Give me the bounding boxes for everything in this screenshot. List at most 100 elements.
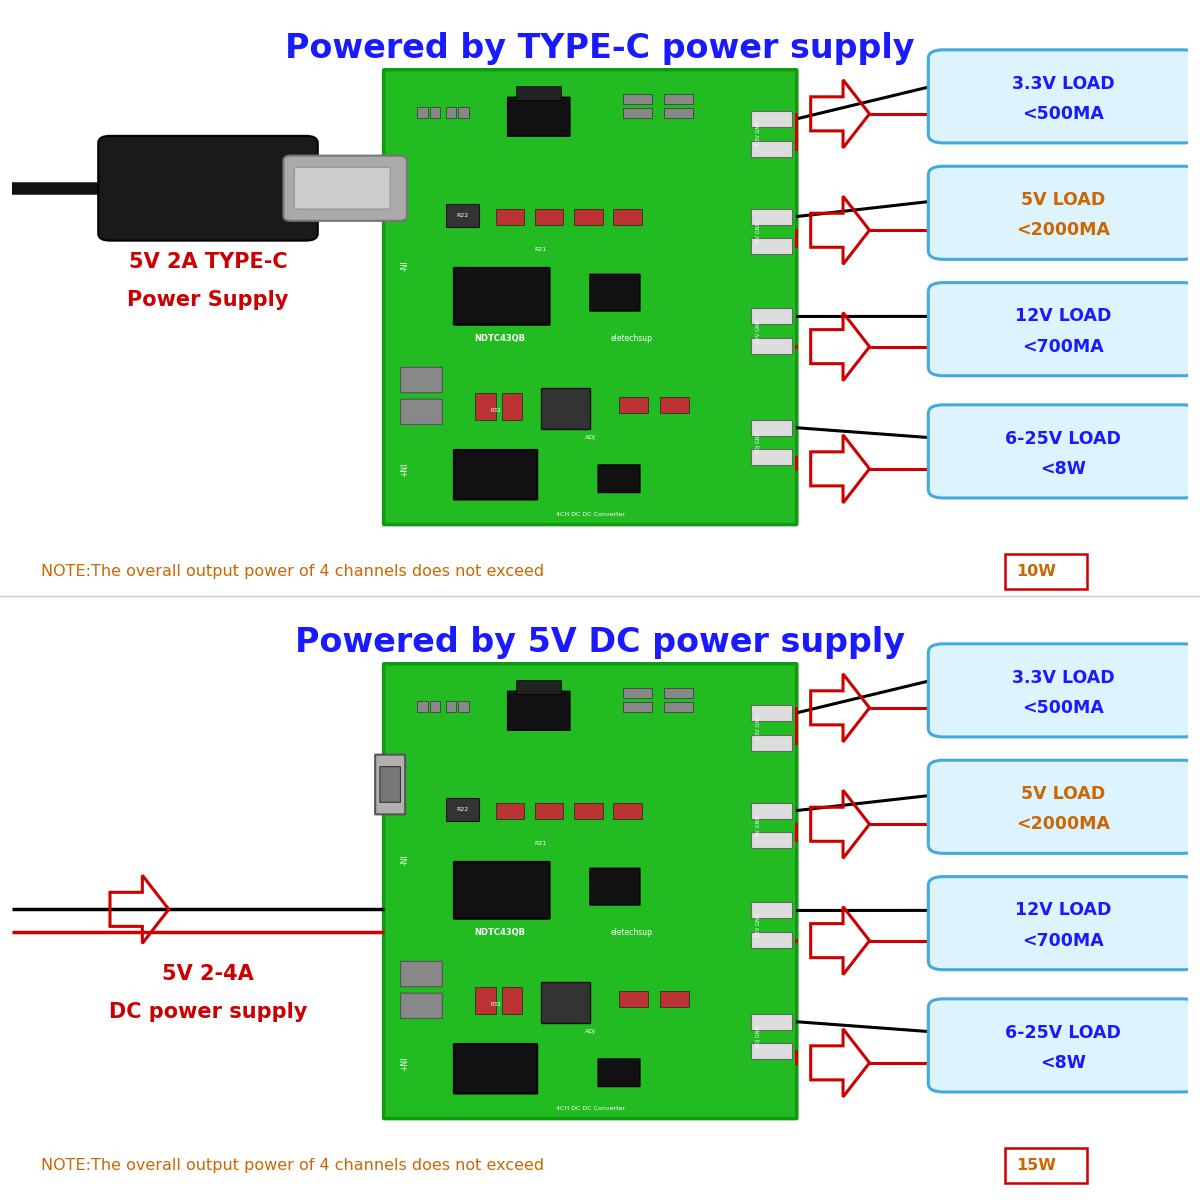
Text: R21: R21: [535, 247, 547, 252]
FancyBboxPatch shape: [384, 664, 797, 1118]
Text: NOTE:The overall output power of 4 channels does not exceed: NOTE:The overall output power of 4 chann…: [41, 1158, 550, 1174]
Bar: [619, 991, 648, 1007]
FancyBboxPatch shape: [384, 70, 797, 524]
FancyBboxPatch shape: [751, 449, 792, 466]
Text: <500MA: <500MA: [1022, 698, 1104, 716]
Bar: [660, 991, 689, 1007]
Bar: [458, 107, 469, 118]
FancyBboxPatch shape: [376, 755, 406, 815]
Bar: [541, 982, 590, 1022]
Text: R22: R22: [456, 806, 469, 812]
Text: +NI: +NI: [401, 1056, 409, 1070]
FancyBboxPatch shape: [751, 238, 792, 254]
Text: NDTC43QB: NDTC43QB: [474, 334, 526, 342]
Bar: [665, 689, 694, 698]
FancyBboxPatch shape: [1004, 554, 1086, 589]
FancyBboxPatch shape: [751, 209, 792, 224]
FancyBboxPatch shape: [929, 761, 1198, 853]
Text: 4CH DC DC Converter: 4CH DC DC Converter: [556, 511, 625, 517]
Bar: [430, 107, 440, 118]
Bar: [535, 209, 564, 224]
Text: 12V LOAD: 12V LOAD: [1015, 307, 1111, 325]
FancyBboxPatch shape: [751, 110, 792, 127]
Text: R32: R32: [490, 1002, 500, 1007]
Bar: [665, 95, 694, 104]
FancyBboxPatch shape: [751, 420, 792, 436]
Text: 12V LOAD: 12V LOAD: [1015, 901, 1111, 919]
Bar: [516, 680, 562, 694]
Text: <8W: <8W: [1040, 1054, 1086, 1072]
Text: <500MA: <500MA: [1022, 104, 1104, 122]
FancyBboxPatch shape: [929, 404, 1198, 498]
FancyBboxPatch shape: [98, 136, 318, 241]
FancyBboxPatch shape: [751, 1014, 792, 1030]
Text: +NI: +NI: [401, 462, 409, 476]
FancyBboxPatch shape: [598, 464, 640, 492]
Bar: [502, 392, 522, 420]
Text: ADJ GND: ADJ GND: [756, 431, 762, 454]
Text: 4CH DC DC Converter: 4CH DC DC Converter: [556, 1105, 625, 1111]
Bar: [574, 803, 602, 818]
Text: 3.3V LOAD: 3.3V LOAD: [1012, 668, 1115, 686]
Text: 3.3V LOAD: 3.3V LOAD: [1012, 74, 1115, 92]
Bar: [619, 397, 648, 413]
Text: 3.3V GND: 3.3V GND: [756, 715, 762, 740]
FancyBboxPatch shape: [454, 862, 550, 919]
Bar: [623, 95, 652, 104]
FancyBboxPatch shape: [380, 767, 401, 803]
Text: 10W: 10W: [1016, 564, 1056, 580]
Text: R21: R21: [535, 841, 547, 846]
Bar: [541, 388, 590, 428]
Text: <700MA: <700MA: [1022, 337, 1104, 355]
Text: ADJ: ADJ: [584, 1030, 595, 1034]
FancyBboxPatch shape: [283, 156, 407, 221]
Text: <2000MA: <2000MA: [1016, 221, 1110, 239]
FancyBboxPatch shape: [590, 869, 640, 905]
FancyBboxPatch shape: [751, 832, 792, 848]
Bar: [613, 209, 642, 224]
FancyBboxPatch shape: [1004, 1148, 1086, 1183]
FancyBboxPatch shape: [751, 140, 792, 156]
FancyBboxPatch shape: [446, 204, 479, 227]
Bar: [496, 803, 524, 818]
Text: <2000MA: <2000MA: [1016, 815, 1110, 833]
Text: Powered by TYPE-C power supply: Powered by TYPE-C power supply: [286, 32, 914, 65]
Text: 5V LOAD: 5V LOAD: [1021, 191, 1105, 209]
FancyBboxPatch shape: [590, 275, 640, 311]
Bar: [574, 209, 602, 224]
Text: -NI: -NI: [401, 854, 409, 865]
Text: eletechsup: eletechsup: [611, 928, 653, 936]
Bar: [446, 701, 456, 712]
Text: 3.3V GND: 3.3V GND: [756, 121, 762, 146]
Bar: [665, 702, 694, 712]
FancyBboxPatch shape: [751, 338, 792, 354]
Text: 12V GND: 12V GND: [756, 319, 762, 343]
FancyBboxPatch shape: [929, 877, 1198, 970]
Bar: [496, 209, 524, 224]
Text: 12V GND: 12V GND: [756, 913, 762, 937]
FancyBboxPatch shape: [751, 734, 792, 750]
Bar: [623, 689, 652, 698]
FancyBboxPatch shape: [508, 691, 570, 730]
FancyBboxPatch shape: [401, 367, 443, 392]
Text: 5V GND: 5V GND: [756, 221, 762, 241]
FancyBboxPatch shape: [929, 998, 1198, 1092]
Bar: [516, 86, 562, 100]
Text: <700MA: <700MA: [1022, 931, 1104, 949]
FancyBboxPatch shape: [376, 161, 406, 221]
Text: -NI: -NI: [401, 260, 409, 271]
Text: 5V 2A TYPE-C: 5V 2A TYPE-C: [128, 252, 287, 272]
FancyBboxPatch shape: [454, 268, 550, 325]
FancyBboxPatch shape: [751, 932, 792, 948]
Text: ADJ: ADJ: [584, 436, 595, 440]
Bar: [502, 986, 522, 1014]
FancyBboxPatch shape: [401, 994, 443, 1019]
Text: 6-25V LOAD: 6-25V LOAD: [1006, 1024, 1121, 1042]
FancyBboxPatch shape: [401, 961, 443, 986]
Text: Powered by 5V DC power supply: Powered by 5V DC power supply: [295, 626, 905, 659]
Text: Power Supply: Power Supply: [127, 290, 289, 310]
FancyBboxPatch shape: [751, 1043, 792, 1060]
Bar: [660, 397, 689, 413]
Text: 15W: 15W: [1016, 1158, 1056, 1174]
Bar: [446, 107, 456, 118]
